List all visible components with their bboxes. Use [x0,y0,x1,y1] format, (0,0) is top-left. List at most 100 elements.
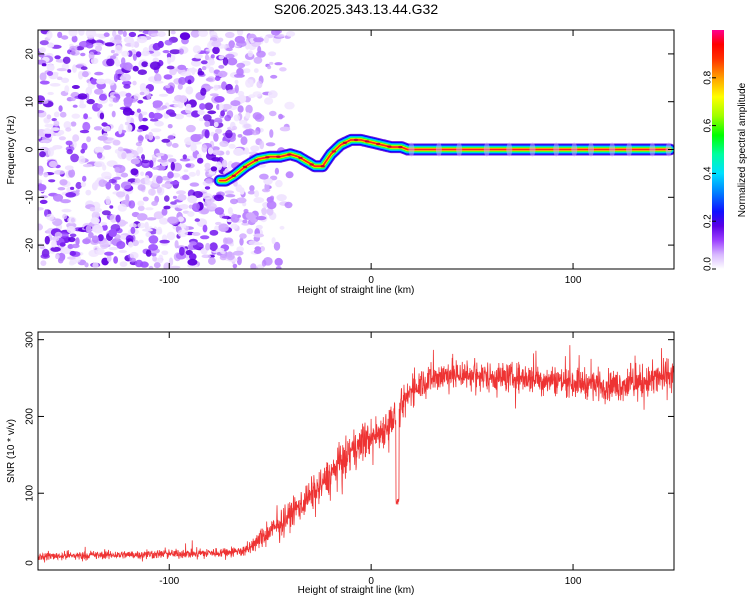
noise-cell [101,224,108,231]
noise-cell [58,130,65,135]
noise-cell [169,49,181,55]
noise-cell [222,57,229,66]
x-tick-label: 0 [368,576,374,587]
noise-cell [230,223,238,230]
noise-cell [85,225,92,233]
noise-cell [120,181,132,190]
noise-cell [185,86,194,95]
noise-cell [64,165,74,171]
ridge-hotspot [287,153,292,156]
noise-cell [64,85,70,93]
noise-cell [178,48,184,55]
noise-cell [233,250,244,256]
noise-cell [268,51,277,57]
noise-cell [125,92,132,98]
noise-cell [211,40,222,48]
ridge-hotspot [364,140,370,143]
noise-cell [69,233,77,238]
noise-cell [216,247,225,252]
noise-cell [274,257,283,266]
noise-cell [72,104,78,108]
noise-cell [148,111,155,119]
noise-cell [209,242,218,252]
noise-cell [61,208,72,213]
noise-cell [232,125,238,131]
noise-cell [80,52,86,57]
noise-cell [236,197,247,204]
noise-cell [141,154,145,161]
noise-cell [183,169,189,173]
ridge-hotspot [242,165,248,169]
ridge-hotspot [376,142,381,146]
noise-cell [157,40,164,49]
noise-cell [144,221,149,230]
noise-cell [130,158,141,165]
noise-cell [148,265,154,269]
noise-cell [113,176,122,180]
noise-cell [66,148,73,155]
noise-cell [234,79,239,85]
noise-cell [121,50,130,57]
noise-cell [52,193,64,202]
noise-cell [266,200,277,210]
noise-cell [233,147,244,156]
noise-cell [241,222,250,226]
noise-cell [110,55,117,60]
y-tick-label: 0 [25,560,36,566]
noise-cell [167,124,173,129]
noise-cell [118,91,128,97]
noise-cell [284,201,293,209]
noise-cell [40,260,47,266]
noise-cell [236,41,247,47]
noise-cell [167,171,174,179]
noise-cell [249,185,255,192]
noise-cell [166,65,175,70]
noise-cell [133,41,140,48]
noise-cell [136,36,148,44]
noise-cell [227,207,233,215]
noise-cell [60,247,72,255]
y-tick-label: -20 [25,237,36,252]
noise-cell [57,31,63,39]
noise-cell [43,129,54,134]
noise-cell [246,228,254,235]
noise-cell [99,93,107,101]
noise-cell [40,253,50,259]
noise-cell [137,205,145,212]
noise-cell [228,143,236,149]
noise-cell [168,204,180,208]
noise-cell [91,235,99,244]
ridge-halo [588,142,594,157]
noise-cell [159,217,169,225]
noise-cell [53,111,60,118]
noise-cell [106,58,115,67]
noise-cell [214,96,225,103]
noise-cell [284,101,295,110]
noise-cell [201,66,207,71]
noise-cell [46,114,52,120]
noise-cell [59,179,68,186]
noise-cell [48,179,56,183]
noise-cell [242,129,253,136]
noise-cell [44,235,50,245]
noise-cell [137,184,146,191]
noise-cell [170,201,177,205]
noise-cell [158,254,164,264]
noise-cell [148,235,159,244]
noise-cell [230,100,241,107]
noise-cell [72,134,80,142]
noise-cell [78,30,85,36]
noise-cell [194,53,203,59]
noise-cell [136,146,144,154]
noise-cell [217,37,224,42]
noise-cell [237,30,244,37]
noise-cell [225,194,236,198]
noise-cell [86,98,95,105]
noise-cell [161,250,169,256]
noise-cell [255,216,267,221]
noise-cell [137,134,144,144]
top-x-axis-label: Height of straight line (km) [298,285,415,296]
noise-cell [170,30,176,35]
noise-cell [129,257,136,263]
noise-cell [267,90,278,99]
